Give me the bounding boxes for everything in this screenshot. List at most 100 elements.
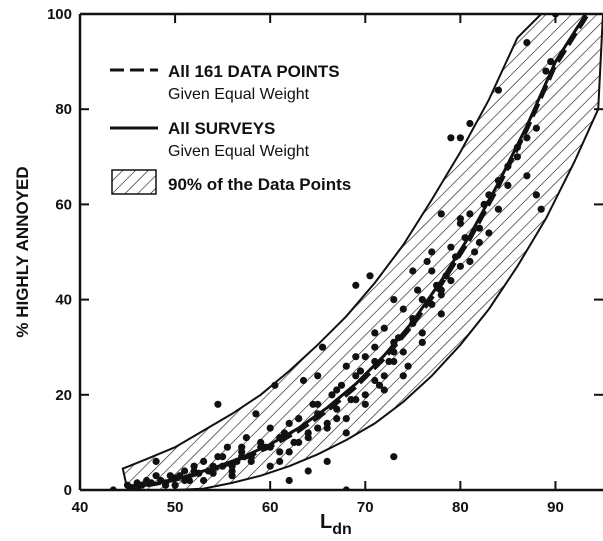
data-point <box>428 248 436 256</box>
data-point <box>523 39 531 47</box>
data-point <box>366 272 374 280</box>
data-point <box>361 400 369 408</box>
data-point <box>314 424 322 432</box>
data-point <box>314 400 322 408</box>
data-point <box>295 415 303 423</box>
data-point <box>532 191 541 199</box>
data-point <box>414 286 422 294</box>
data-point <box>523 172 531 180</box>
data-point <box>337 381 346 389</box>
data-point <box>361 391 369 399</box>
data-point <box>447 134 455 142</box>
data-point <box>214 400 222 408</box>
data-point <box>542 67 550 75</box>
data-point <box>352 396 360 404</box>
x-tick-label: 40 <box>72 499 89 516</box>
data-point <box>276 448 284 456</box>
x-axis-label-subscript: dn <box>332 521 352 538</box>
data-point <box>238 443 246 451</box>
data-point <box>504 181 512 189</box>
data-point <box>447 277 455 285</box>
data-point <box>399 348 407 356</box>
data-point <box>466 257 474 266</box>
data-point <box>456 262 464 270</box>
data-point <box>352 353 360 361</box>
data-point <box>466 210 474 218</box>
data-point <box>304 467 312 475</box>
data-point <box>181 476 189 485</box>
data-point <box>380 386 388 394</box>
x-tick-label: 90 <box>547 499 564 516</box>
x-tick-label: 60 <box>262 499 279 516</box>
data-point <box>547 58 555 66</box>
data-point <box>242 434 250 442</box>
data-point <box>285 448 293 456</box>
curve-all-data-points <box>127 14 590 490</box>
data-point <box>375 381 384 389</box>
data-point <box>285 419 293 427</box>
data-point <box>152 472 160 480</box>
data-point <box>152 457 160 465</box>
data-point <box>513 153 522 161</box>
x-axis-label-main: L <box>320 511 332 533</box>
data-point <box>399 372 407 380</box>
data-point <box>323 424 331 432</box>
x-tick-label: 80 <box>452 499 469 516</box>
data-point <box>456 134 464 142</box>
legend-entry-2-line1: All SURVEYS <box>168 119 275 138</box>
data-point <box>380 372 388 380</box>
data-point <box>352 372 360 380</box>
data-point <box>333 415 341 423</box>
data-point <box>342 362 350 370</box>
data-point <box>404 362 412 370</box>
data-point <box>247 457 255 465</box>
data-point <box>200 457 208 465</box>
data-point <box>437 210 445 218</box>
curve-all-surveys <box>127 14 588 490</box>
data-point <box>399 305 407 313</box>
data-point <box>447 243 455 251</box>
data-point <box>361 353 369 361</box>
data-point <box>214 453 222 461</box>
data-point <box>328 391 336 399</box>
data-point <box>390 453 398 461</box>
data-point <box>285 476 293 485</box>
data-point <box>466 119 474 128</box>
data-point <box>371 329 379 337</box>
data-point <box>494 86 502 94</box>
data-point <box>356 367 365 375</box>
data-point <box>390 296 398 304</box>
data-point <box>181 467 189 475</box>
data-point <box>323 457 331 465</box>
y-tick-label: 80 <box>55 101 72 118</box>
data-point <box>304 434 312 442</box>
data-point <box>299 376 308 385</box>
legend-hatch-swatch <box>111 169 157 195</box>
data-point <box>418 338 426 346</box>
data-point <box>318 343 327 351</box>
data-point <box>485 229 493 237</box>
legend-entry-1-line1: All 161 DATA POINTS <box>168 62 340 81</box>
y-axis-label: % HIGHLY ANNOYED <box>13 166 32 337</box>
legend-entry-2-line2: Given Equal Weight <box>168 143 310 160</box>
legend-entry-1-line2: Given Equal Weight <box>168 86 310 103</box>
x-tick-label: 50 <box>167 499 184 516</box>
x-axis-label: Ldn <box>320 511 352 538</box>
y-tick-label: 60 <box>55 196 72 213</box>
data-point <box>314 372 322 380</box>
data-point <box>371 376 379 385</box>
data-point <box>523 134 531 142</box>
data-point <box>390 357 398 366</box>
y-tick-label: 40 <box>55 292 72 309</box>
legend-entry-3-line1: 90% of the Data Points <box>168 175 351 194</box>
data-point <box>271 381 279 389</box>
data-point <box>494 205 502 213</box>
data-point <box>200 476 208 485</box>
data-point <box>371 343 379 351</box>
data-point <box>418 329 426 337</box>
data-point <box>471 248 479 256</box>
y-tick-label: 100 <box>47 6 72 23</box>
legend: All 161 DATA POINTS Given Equal Weight A… <box>110 62 351 195</box>
data-point <box>266 424 274 432</box>
data-point <box>276 457 284 465</box>
